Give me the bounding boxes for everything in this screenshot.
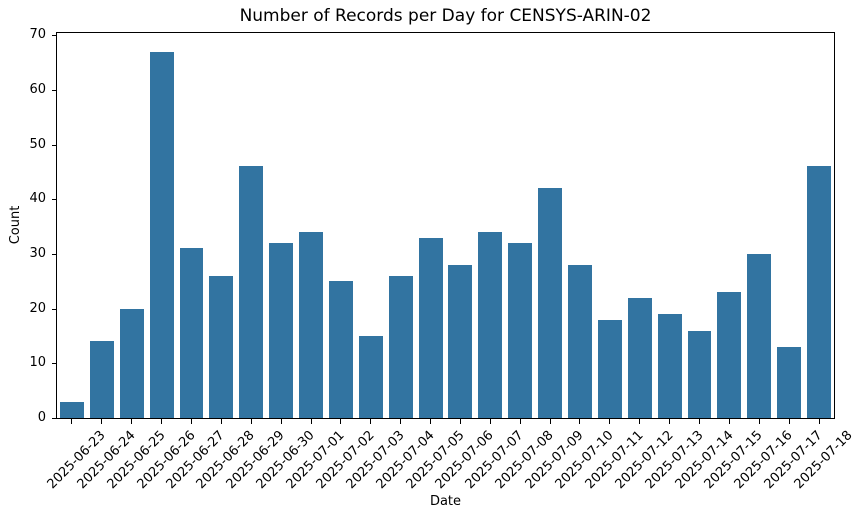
x-tick-mark xyxy=(71,419,73,424)
y-tick-mark xyxy=(52,308,57,310)
y-tick-label: 70 xyxy=(29,27,46,43)
x-tick-mark xyxy=(220,419,222,424)
y-tick-label: 0 xyxy=(37,410,46,425)
x-tick-mark xyxy=(639,419,641,424)
bar-2025-06-28 xyxy=(209,275,234,418)
bar-2025-07-09 xyxy=(538,188,563,418)
bar-2025-06-24 xyxy=(89,341,114,418)
bar-2025-07-14 xyxy=(687,330,712,418)
bar-2025-07-18 xyxy=(807,166,831,418)
bar-2025-07-03 xyxy=(358,335,383,418)
x-tick-mark xyxy=(609,419,611,424)
x-tick-mark xyxy=(190,419,192,424)
bar-2025-07-15 xyxy=(717,292,742,418)
bar-2025-06-27 xyxy=(179,248,204,418)
bar-2025-07-12 xyxy=(627,297,652,418)
y-tick-mark xyxy=(52,418,57,419)
bar-2025-07-02 xyxy=(328,281,353,418)
bar-2025-07-16 xyxy=(747,253,772,418)
y-tick-mark xyxy=(52,144,57,146)
x-tick-mark xyxy=(459,419,461,424)
bar-2025-06-23 xyxy=(59,401,84,418)
y-tick-mark xyxy=(52,89,57,91)
x-tick-mark xyxy=(370,419,372,424)
plot-area xyxy=(56,32,835,419)
bar-2025-07-08 xyxy=(508,243,533,418)
bar-2025-07-07 xyxy=(478,232,503,418)
x-tick-mark xyxy=(818,419,820,424)
bar-2025-07-13 xyxy=(657,314,682,418)
y-tick-label: 10 xyxy=(29,355,46,371)
bar-2025-06-26 xyxy=(149,51,174,418)
bar-2025-06-25 xyxy=(119,308,144,418)
x-tick-mark xyxy=(400,419,402,424)
bar-2025-06-29 xyxy=(239,166,264,418)
x-axis-label: Date xyxy=(429,494,462,509)
x-tick-mark xyxy=(758,419,760,424)
bar-2025-07-17 xyxy=(777,346,802,418)
x-tick-mark xyxy=(430,419,432,424)
x-tick-mark xyxy=(579,419,581,424)
bar-2025-07-05 xyxy=(418,237,443,418)
bar-2025-07-10 xyxy=(568,264,592,418)
x-tick-mark xyxy=(489,419,491,424)
x-tick-mark xyxy=(340,419,342,424)
x-tick-mark xyxy=(699,419,701,424)
y-tick-mark xyxy=(52,253,57,255)
y-tick-mark xyxy=(52,35,57,37)
x-tick-mark xyxy=(549,419,551,424)
x-tick-mark xyxy=(519,419,521,424)
bar-2025-07-01 xyxy=(299,232,323,418)
x-tick-mark xyxy=(131,419,133,424)
x-tick-mark xyxy=(250,419,252,424)
y-axis-label: Count xyxy=(8,205,23,245)
bar-2025-07-04 xyxy=(388,275,413,418)
y-tick-label: 40 xyxy=(29,191,46,207)
y-tick-label: 20 xyxy=(29,300,46,316)
y-tick-mark xyxy=(52,199,57,201)
chart-title: Number of Records per Day for CENSYS-ARI… xyxy=(239,6,652,26)
x-tick-mark xyxy=(161,419,163,424)
x-tick-mark xyxy=(280,419,282,424)
y-tick-label: 50 xyxy=(29,136,46,152)
x-tick-mark xyxy=(728,419,730,424)
y-tick-label: 60 xyxy=(29,81,46,97)
bar-2025-06-30 xyxy=(269,243,294,418)
x-tick-mark xyxy=(788,419,790,424)
bar-2025-07-11 xyxy=(597,319,622,418)
y-tick-mark xyxy=(52,363,57,365)
x-tick-mark xyxy=(310,419,312,424)
x-tick-mark xyxy=(101,419,103,424)
x-tick-mark xyxy=(669,419,671,424)
bar-2025-07-06 xyxy=(448,264,473,418)
y-tick-label: 30 xyxy=(29,245,46,261)
